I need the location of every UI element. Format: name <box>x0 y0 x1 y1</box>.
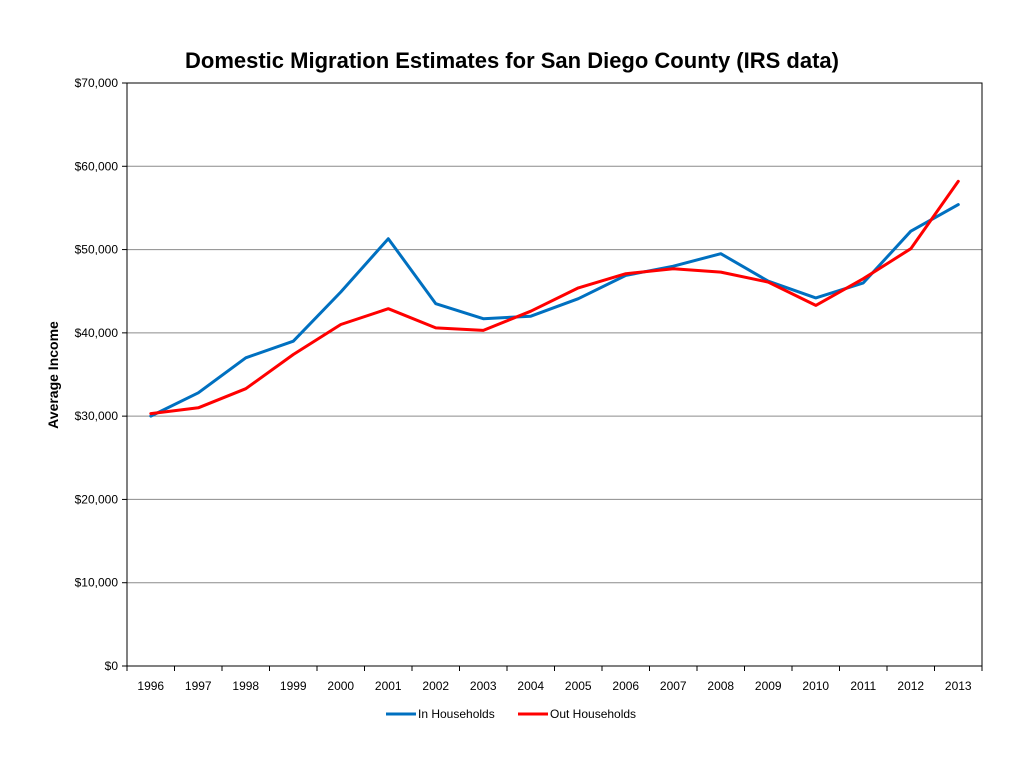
y-tick-label: $70,000 <box>75 76 119 90</box>
x-tick-label: 1996 <box>137 679 164 693</box>
y-axis-ticks: $0 $10,000 $20,000 $30,000 $40,000 $50,000 $60… <box>75 76 127 673</box>
x-tick-label: 2011 <box>850 679 876 693</box>
y-tick-label: $50,000 <box>75 243 119 257</box>
x-tick-label: 2003 <box>470 679 497 693</box>
x-tick-label: 2010 <box>802 679 829 693</box>
x-tick-label: 1998 <box>232 679 259 693</box>
y-tick-label: $0 <box>105 659 119 673</box>
legend-label: In Households <box>418 707 495 721</box>
x-tick-label: 2002 <box>422 679 449 693</box>
y-tick-label: $20,000 <box>75 492 119 506</box>
series-line-in-households <box>149 203 960 418</box>
legend: In Households Out Households <box>386 707 636 721</box>
gridlines <box>127 165 982 584</box>
chart-title: Domestic Migration Estimates for San Die… <box>185 48 839 73</box>
y-tick-label: $40,000 <box>75 326 119 340</box>
y-tick-label: $60,000 <box>75 159 119 173</box>
x-tick-label: 2012 <box>897 679 924 693</box>
series-lines <box>149 179 960 418</box>
x-tick-label: 1999 <box>280 679 307 693</box>
legend-label: Out Households <box>550 707 636 721</box>
x-tick-label: 2000 <box>327 679 354 693</box>
x-tick-label: 2004 <box>517 679 544 693</box>
x-tick-label: 2008 <box>707 679 734 693</box>
x-tick-label: 2009 <box>755 679 782 693</box>
x-tick-label: 2007 <box>660 679 687 693</box>
y-axis-label: Average Income <box>45 321 61 429</box>
y-tick-label: $10,000 <box>75 576 119 590</box>
x-tick-label: 2001 <box>375 679 402 693</box>
x-axis-ticks: 1996 1997 1998 1999 2000 2001 2002 2003 2004 2005… <box>126 666 983 693</box>
x-tick-label: 1997 <box>185 679 212 693</box>
x-tick-label: 2006 <box>612 679 639 693</box>
y-tick-label: $30,000 <box>75 409 119 423</box>
series-line-out-households <box>149 179 960 416</box>
x-tick-label: 2005 <box>565 679 592 693</box>
x-tick-label: 2013 <box>945 679 972 693</box>
plot-frame <box>126 82 983 667</box>
